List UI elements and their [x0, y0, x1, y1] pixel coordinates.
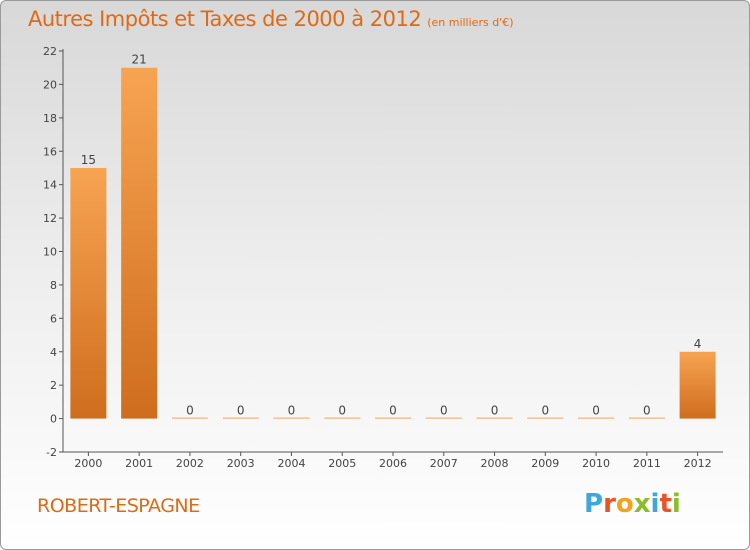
y-tick-label: 12	[43, 212, 57, 225]
x-tick-label: 2008	[481, 457, 509, 470]
data-label-2006: 0	[389, 404, 397, 418]
logo-letter: i	[671, 489, 681, 519]
bar-2005	[324, 417, 361, 419]
chart-title-block: Autres Impôts et Taxes de 2000 à 2012 (en…	[28, 7, 513, 31]
data-label-2000: 15	[81, 153, 96, 167]
data-label-2008: 0	[491, 404, 499, 418]
data-label-2003: 0	[237, 404, 245, 418]
data-label-2002: 0	[186, 404, 194, 418]
bar-2001	[121, 67, 158, 419]
bar-2010	[578, 417, 615, 419]
bar-2003	[222, 417, 259, 419]
bar-2006	[375, 417, 411, 419]
logo-letter: i	[650, 489, 660, 519]
y-tick-label: 8	[50, 279, 57, 292]
commune-name: ROBERT-ESPAGNE	[37, 495, 200, 517]
chart-title: Autres Impôts et Taxes de 2000 à 2012	[28, 7, 422, 31]
bar-2011	[628, 417, 665, 419]
x-tick-label: 2006	[379, 457, 407, 470]
logo-letter: r	[603, 489, 616, 519]
y-tick-label: 18	[43, 112, 57, 125]
chart-unit-subtitle: (en milliers d'€)	[427, 16, 514, 29]
logo-letter: P	[584, 489, 604, 519]
y-tick-label: 22	[43, 45, 57, 58]
bar-2012	[679, 351, 716, 419]
logo-letter: o	[615, 489, 634, 519]
x-tick-label: 2010	[582, 457, 610, 470]
data-label-2011: 0	[643, 404, 651, 418]
data-label-2009: 0	[541, 404, 549, 418]
bar-2009	[527, 417, 564, 419]
x-tick-label: 2005	[328, 457, 356, 470]
logo-letter: x	[633, 489, 651, 519]
x-tick-label: 2009	[531, 457, 559, 470]
y-tick-label: 16	[43, 145, 57, 158]
x-tick-label: 2011	[633, 457, 661, 470]
x-tick-label: 2012	[684, 457, 712, 470]
bar-2000	[70, 167, 107, 419]
y-tick-label: 20	[43, 78, 57, 91]
bar-2002	[171, 417, 208, 419]
x-tick-label: 2001	[125, 457, 153, 470]
data-label-2007: 0	[440, 404, 448, 418]
y-tick-label: 6	[50, 312, 57, 325]
y-tick-label: 14	[43, 179, 57, 192]
x-tick-label: 2000	[74, 457, 102, 470]
x-tick-label: 2007	[430, 457, 458, 470]
data-label-2005: 0	[338, 404, 346, 418]
data-label-2001: 21	[132, 53, 147, 67]
bar-2007	[425, 417, 462, 419]
x-tick-label: 2003	[227, 457, 255, 470]
proxiti-logo[interactable]: Proxiti	[584, 489, 681, 519]
chart-data-labels: 15 21 0 0 0 0 0 0 0 0 0 0 4	[81, 53, 702, 418]
x-tick-label: 2004	[277, 457, 305, 470]
y-tick-label: 0	[50, 413, 57, 426]
bar-2004	[273, 417, 310, 419]
x-tick-label: 2002	[176, 457, 204, 470]
y-tick-label: 4	[50, 346, 57, 359]
data-label-2010: 0	[592, 404, 600, 418]
chart-axes: -2 0 2 4 6 8 10 12 14 16 18 20 22 2000 2001 2002 2003 200…	[43, 45, 723, 470]
y-tick-label: 2	[50, 379, 57, 392]
chart-bars	[70, 67, 716, 419]
y-tick-label: -2	[46, 446, 57, 459]
data-label-2012: 4	[694, 337, 702, 351]
logo-letter: t	[659, 489, 672, 519]
data-label-2004: 0	[288, 404, 296, 418]
y-tick-label: 10	[43, 246, 57, 259]
bar-2008	[476, 417, 513, 419]
